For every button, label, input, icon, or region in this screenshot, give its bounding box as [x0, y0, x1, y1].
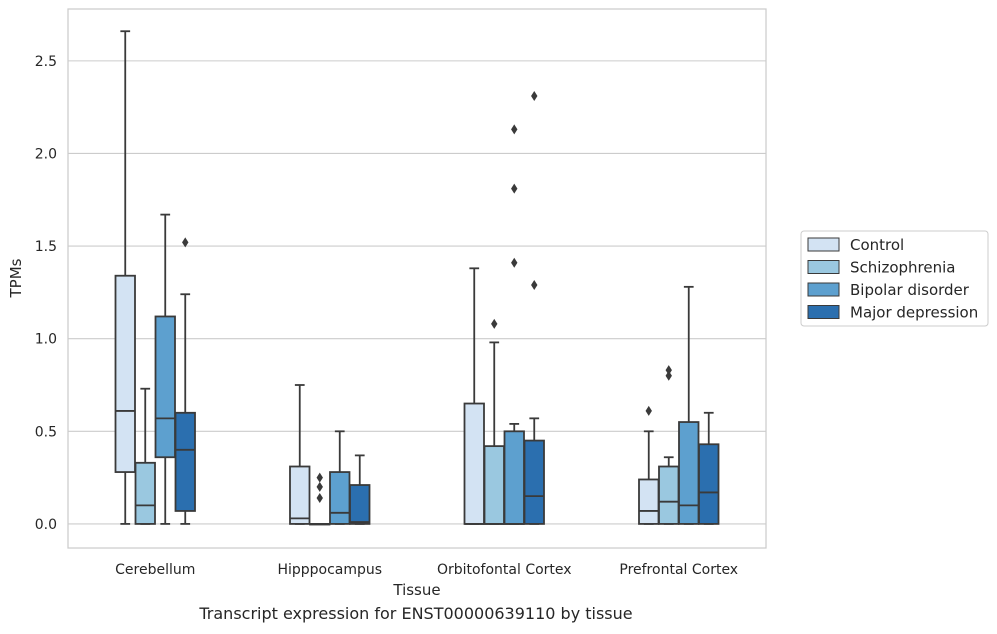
x-tick-label: Prefrontal Cortex: [619, 562, 738, 578]
outlier-point: [316, 481, 323, 492]
x-tick-label: Orbitofontal Cortex: [437, 562, 572, 578]
box-plot: [289, 384, 311, 525]
box-plot: [309, 472, 331, 526]
outlier-point: [665, 370, 672, 381]
legend-entry: Bipolar disorder: [850, 281, 970, 299]
box-plot: [698, 411, 720, 525]
box-plot: [329, 430, 351, 525]
y-tick-label: 0.5: [35, 424, 57, 440]
box-plots: [114, 30, 720, 526]
box: [503, 430, 525, 525]
box: [638, 478, 660, 525]
y-axis-ticks: 0.0 0.5 1.0 1.5 2.0 2.5: [35, 54, 57, 533]
outlier-point: [182, 237, 189, 248]
outlier-point: [511, 257, 518, 268]
outlier-point: [665, 365, 672, 376]
x-tick-label: Hipppocampus: [277, 562, 382, 578]
outlier-point: [645, 405, 652, 416]
box-plot: [503, 124, 525, 525]
box: [114, 274, 136, 473]
box: [174, 411, 196, 512]
box-plot: [523, 91, 545, 525]
legend-swatch: [807, 305, 840, 319]
box-plot: [174, 237, 196, 525]
y-axis-label: TPMs: [7, 258, 25, 298]
legend-frame: [800, 230, 989, 327]
outlier-point: [511, 183, 518, 194]
box-plot: [134, 387, 156, 525]
outlier-point: [531, 279, 538, 290]
x-axis-label: Tissue: [392, 581, 440, 599]
y-tick-label: 1.5: [35, 239, 57, 255]
box: [349, 484, 371, 525]
box: [698, 443, 720, 525]
y-tick-label: 1.0: [35, 332, 57, 348]
legend-swatch: [807, 237, 840, 252]
y-tick-label: 0.0: [35, 517, 57, 533]
x-axis-ticks: Cerebellum Hipppocampus Orbitofontal Corte…: [115, 562, 738, 578]
chart-caption: Transcript expression for ENST0000063911…: [199, 604, 633, 623]
legend-entry: Control: [850, 236, 904, 254]
outlier-point: [316, 492, 323, 503]
legend-entry: Schizophrenia: [850, 259, 955, 277]
outlier-point: [511, 124, 518, 135]
outlier-point: [531, 91, 538, 102]
box-plot: [483, 318, 505, 525]
box: [154, 315, 176, 459]
x-tick-label: Cerebellum: [115, 562, 195, 578]
y-tick-label: 2.0: [35, 146, 57, 162]
box: [523, 439, 545, 525]
box-plot: [463, 267, 485, 525]
outlier-point: [491, 318, 498, 329]
box: [134, 461, 156, 525]
y-tick-label: 2.5: [35, 54, 57, 70]
outlier-point: [316, 472, 323, 483]
box-plot: [154, 213, 176, 525]
box: [289, 465, 311, 525]
box-plot: [638, 405, 660, 525]
box-plot: [678, 285, 700, 525]
legend-swatch: [807, 260, 840, 274]
plot-frame: [67, 8, 767, 549]
box-plot: [658, 365, 680, 525]
legend-swatch: [807, 282, 840, 297]
box: [329, 471, 351, 525]
box: [483, 445, 505, 525]
box: [678, 421, 700, 525]
box: [658, 465, 680, 525]
box-plot: [114, 30, 136, 525]
legend-entry: Major depression: [850, 304, 978, 322]
box: [463, 402, 485, 525]
box-plot: [349, 454, 371, 525]
legend: Control Schizophrenia Bipolar disorder Majo…: [800, 230, 989, 327]
